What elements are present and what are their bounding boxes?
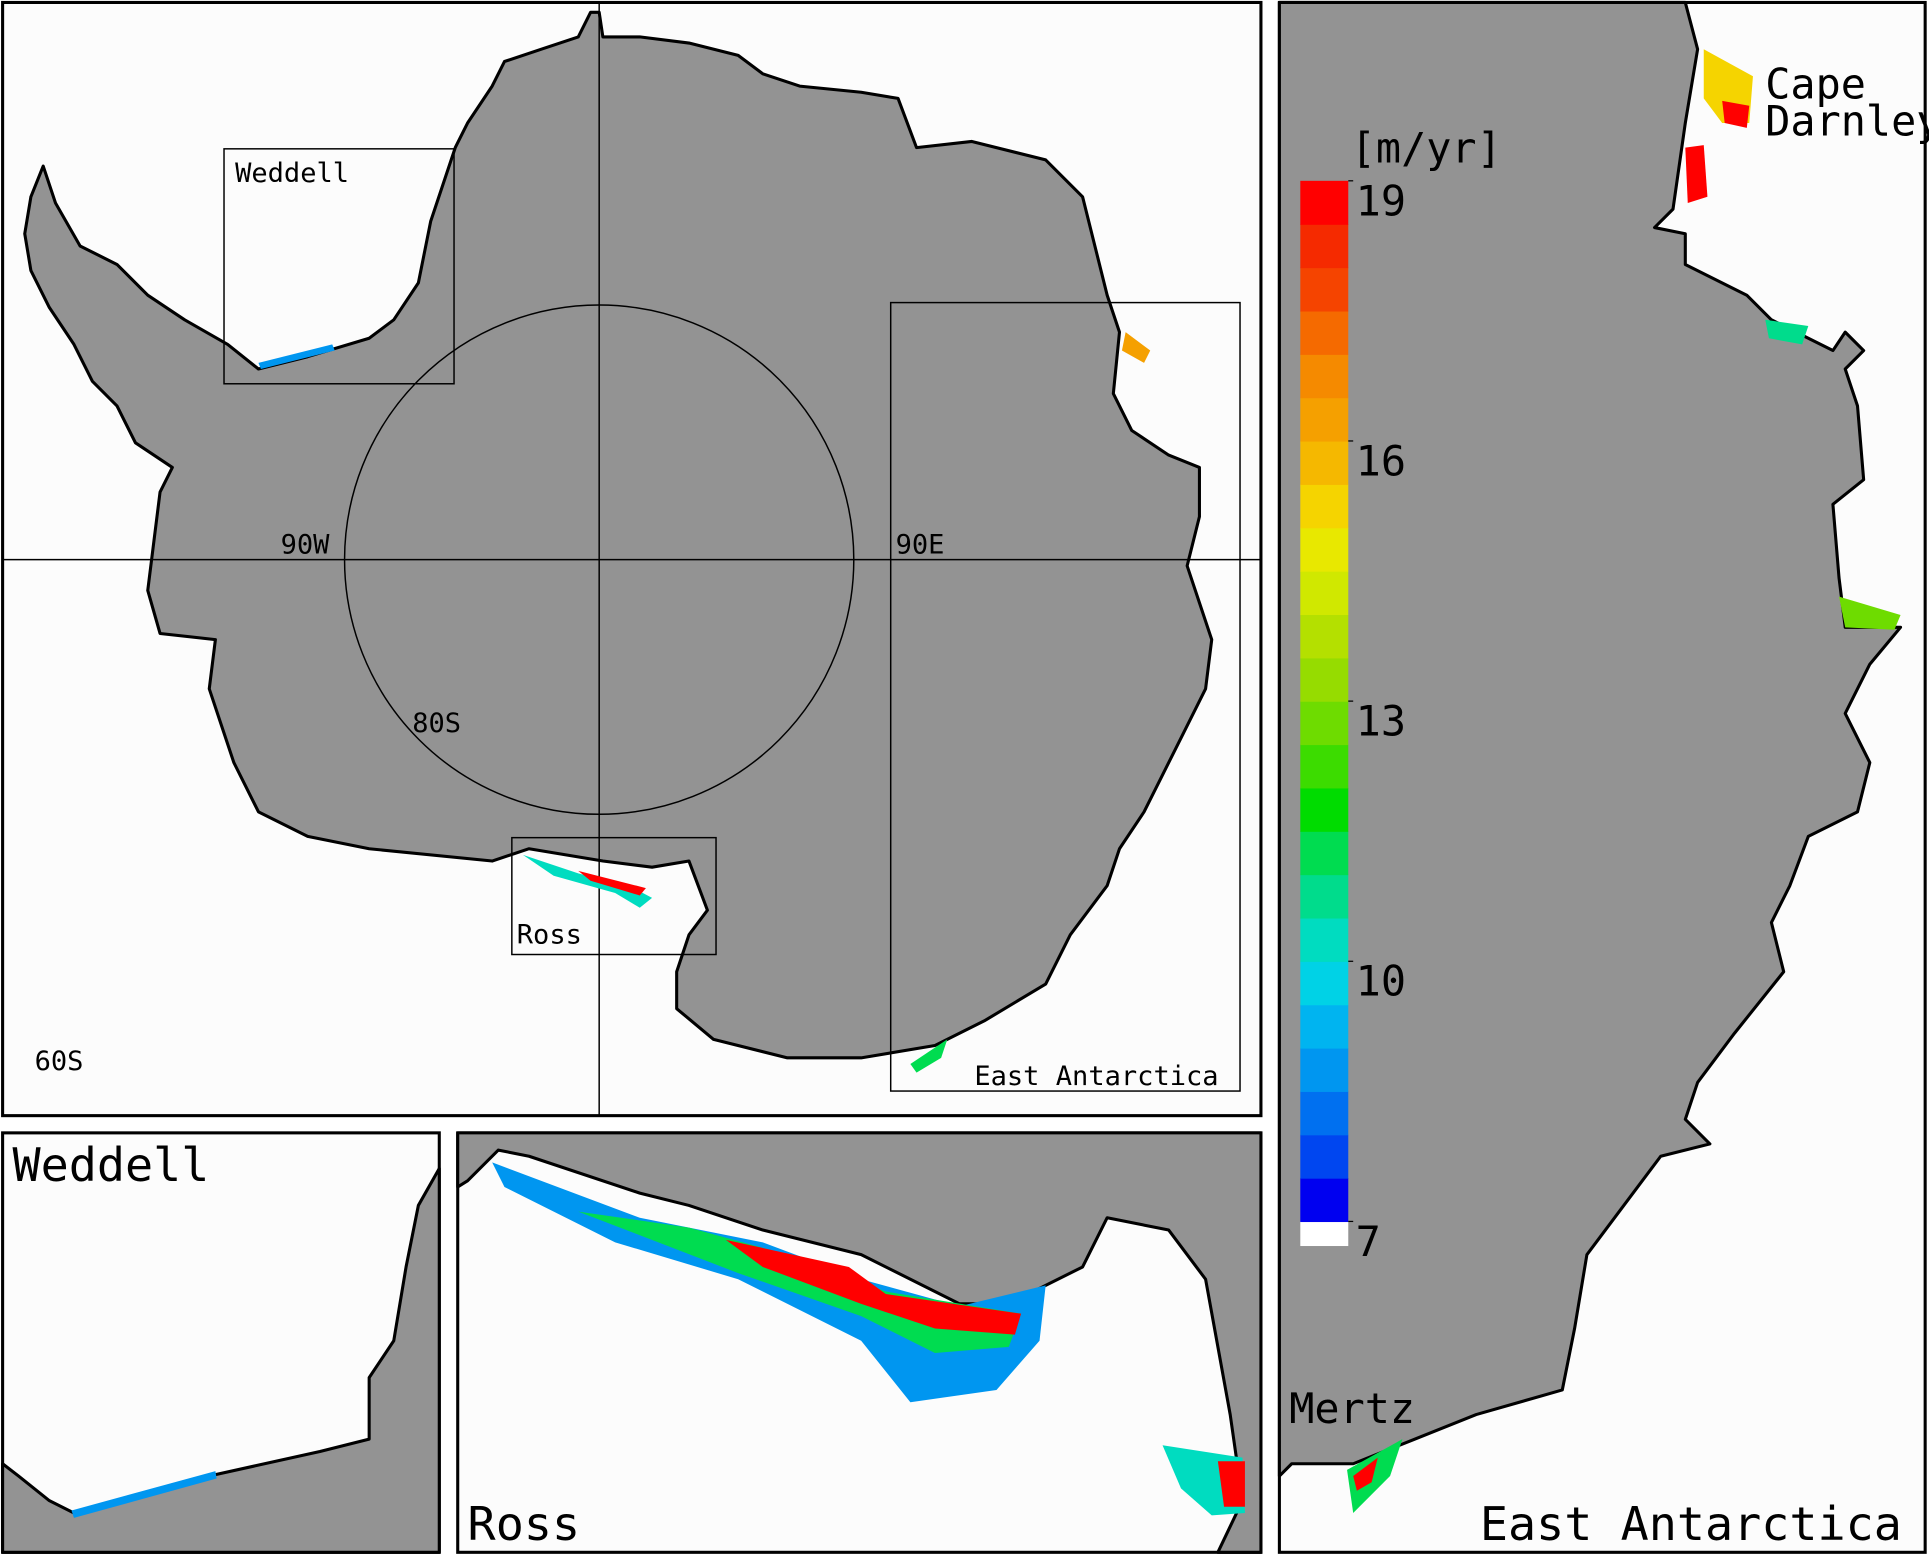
colorbar-segment: [1300, 224, 1349, 269]
melt-band: [1685, 145, 1708, 203]
latitude-label: 80S: [412, 708, 461, 739]
colorbar-segment: [1300, 440, 1349, 485]
colorbar-unit: [m/yr]: [1351, 123, 1502, 172]
box-label: Ross: [517, 919, 582, 950]
meridian-label: 90E: [896, 530, 945, 561]
colorbar-segment: [1300, 1178, 1349, 1223]
colorbar-segment: [1300, 961, 1349, 1006]
colorbar-segment: [1300, 874, 1349, 919]
melt-band: [1347, 1439, 1403, 1513]
panel-title: East Antarctica: [1480, 1498, 1902, 1552]
colorbar-segment: [1300, 701, 1349, 746]
colorbar-segment: [1300, 1047, 1349, 1092]
antarctica: [23, 10, 1214, 1060]
melt-band: [910, 1039, 948, 1073]
weddell-panel: Weddell: [1, 1131, 441, 1554]
east-panel: 19 16 13 10 7 [m/yr] Cape Darnley Mertz East…: [1277, 0, 1929, 1554]
colorbar-segment: [1300, 354, 1349, 399]
place-label: Mertz: [1289, 1384, 1415, 1433]
colorbar-tick-label: 13: [1356, 697, 1406, 746]
colorbar-segment: [1300, 1004, 1349, 1049]
melt-band: [578, 870, 646, 896]
weddell-box: [223, 148, 455, 385]
melt-band: [1121, 332, 1151, 363]
panel-title: Ross: [468, 1498, 581, 1552]
colorbar-tick-label: 7: [1356, 1217, 1381, 1266]
colorbar-segment: [1300, 657, 1349, 702]
latitude-label: 60S: [35, 1046, 84, 1077]
colorbar-tick-label: 16: [1356, 436, 1406, 485]
melt-band: [1765, 319, 1809, 345]
melt-band: [725, 1239, 1022, 1335]
colorbar-segment: [1300, 831, 1349, 876]
place-label: Cape: [1765, 59, 1866, 108]
colorbar-segment: [1300, 267, 1349, 312]
ross-panel: Ross: [456, 1131, 1263, 1554]
melt-band: [522, 854, 653, 908]
land: [1277, 0, 1903, 1478]
melt-band: [71, 1471, 217, 1518]
melt-band: [1217, 1461, 1245, 1507]
main-map: Weddell Ross East Antarctica 90W 90E 80S…: [1, 0, 1263, 1118]
colorbar-segment: [1300, 917, 1349, 962]
colorbar-segment: [1300, 180, 1349, 225]
east-box: [889, 301, 1241, 1092]
colorbar-segment: [1300, 744, 1349, 789]
ross-box: [511, 836, 717, 956]
colorbar-segment: [1300, 484, 1349, 529]
box-label: East Antarctica: [974, 1061, 1218, 1092]
colorbar-below: [1300, 1221, 1349, 1247]
colorbar-segment: [1300, 310, 1349, 355]
colorbar-segment: [1300, 571, 1349, 616]
panel-title: Weddell: [12, 1139, 209, 1193]
colorbar-segment: [1300, 1091, 1349, 1136]
melt-band: [1353, 1457, 1378, 1491]
colorbar-segment: [1300, 397, 1349, 442]
meridian-label: 90W: [281, 530, 331, 561]
colorbar-segment: [1300, 1134, 1349, 1179]
colorbar-tick-label: 10: [1356, 957, 1406, 1006]
melt-band: [258, 344, 335, 370]
colorbar-tick-label: 19: [1356, 176, 1406, 225]
melt-band: [1839, 596, 1901, 630]
colorbar-segment: [1300, 787, 1349, 832]
colorbar: 19 16 13 10 7: [1300, 176, 1406, 1266]
colorbar-segment: [1300, 527, 1349, 572]
colorbar-segment: [1300, 614, 1349, 659]
melt-band: [1722, 100, 1750, 128]
place-label: Darnley: [1765, 96, 1929, 145]
box-label: Weddell: [235, 158, 349, 189]
